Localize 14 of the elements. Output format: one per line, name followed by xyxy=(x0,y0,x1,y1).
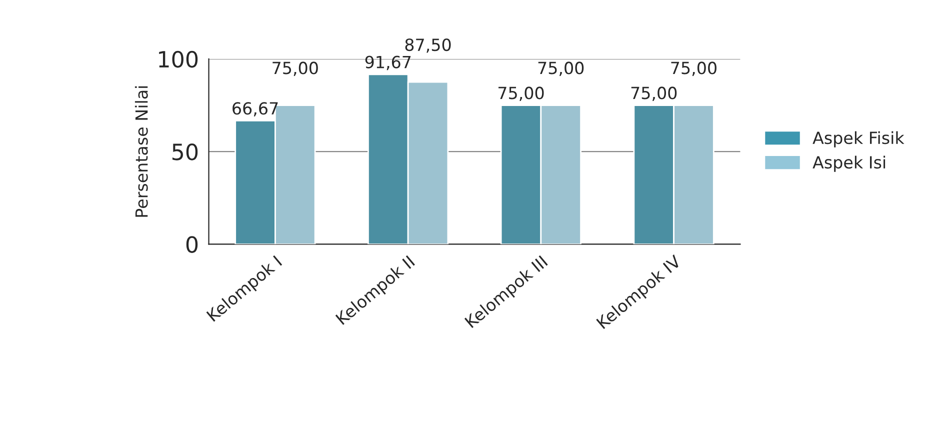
data-label: 91,67 xyxy=(365,56,411,70)
data-label: 66,67 xyxy=(232,102,278,116)
legend-label: Aspek Fisik xyxy=(812,131,904,148)
y-tick-label: 100 xyxy=(159,50,198,68)
data-label: 75,00 xyxy=(538,62,584,76)
data-label: 75,00 xyxy=(498,86,544,101)
data-label: 87,50 xyxy=(405,38,451,53)
y-tick-label: 50 xyxy=(172,144,198,160)
legend-label: Aspek Isi xyxy=(812,156,886,172)
data-label: 75,00 xyxy=(272,62,318,76)
y-tick-label: 0 xyxy=(186,236,198,253)
data-label: 75,00 xyxy=(631,86,677,101)
y-axis-title: Persentase Nilai xyxy=(134,86,148,217)
data-label: 75,00 xyxy=(671,62,716,76)
